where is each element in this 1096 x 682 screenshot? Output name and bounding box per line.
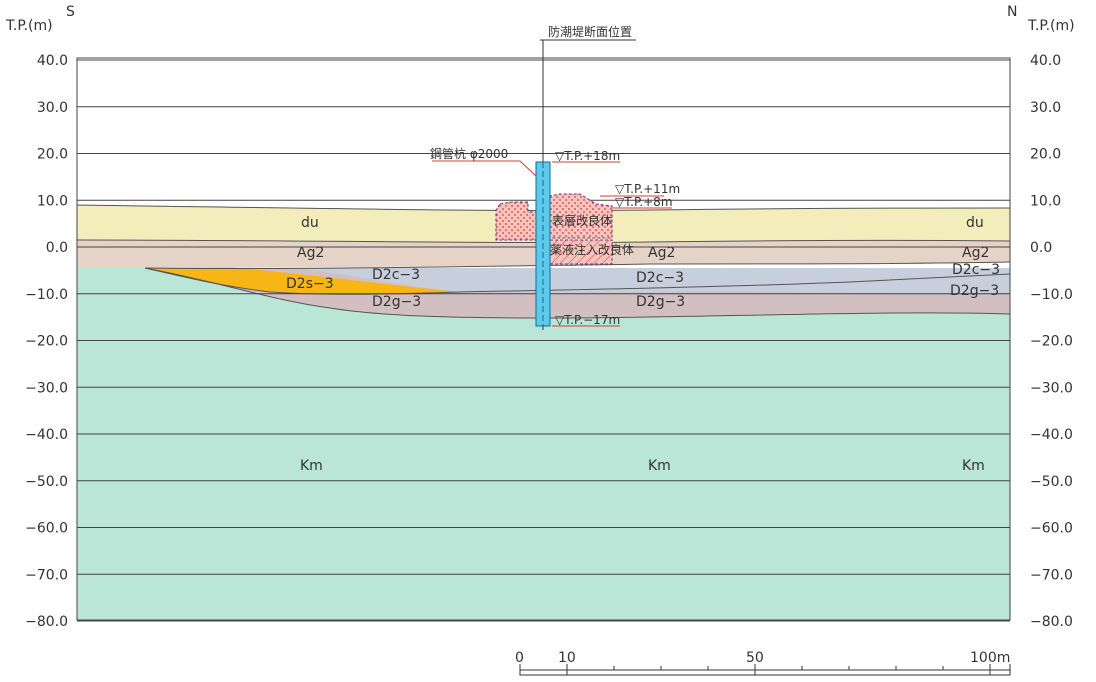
tick-label-left: −20.0 bbox=[25, 334, 68, 350]
pile-label: 鋼管杭 φ2000 bbox=[430, 146, 508, 161]
north-label: N bbox=[1007, 4, 1017, 20]
tick-label-right: −30.0 bbox=[1030, 380, 1073, 396]
km-label-left: Km bbox=[300, 458, 323, 474]
tp-18-label: ▽T.P.+18m bbox=[555, 149, 620, 163]
tick-label-right: 30.0 bbox=[1030, 100, 1061, 116]
ag2-label-left: Ag2 bbox=[297, 245, 324, 261]
axis-unit-left: T.P.(m) bbox=[5, 18, 53, 34]
tick-label-left: −40.0 bbox=[25, 427, 68, 443]
d2c3-label-left: D2c−3 bbox=[372, 267, 420, 283]
south-label: S bbox=[66, 4, 75, 20]
section-position-label: 防潮堤断面位置 bbox=[548, 24, 632, 39]
km-layer bbox=[77, 268, 1010, 620]
du-label-left: du bbox=[301, 215, 319, 231]
tick-label-left: −30.0 bbox=[25, 380, 68, 396]
tick-label-left: −10.0 bbox=[25, 287, 68, 303]
d2c3-label-center: D2c−3 bbox=[636, 270, 684, 286]
d2g3-label-left: D2g−3 bbox=[372, 294, 421, 310]
ag2-label-right: Ag2 bbox=[962, 245, 989, 261]
tick-label-right: −60.0 bbox=[1030, 521, 1073, 537]
tick-label-left: 20.0 bbox=[37, 147, 68, 163]
tick-label-right: −20.0 bbox=[1030, 334, 1073, 350]
tick-label-left: −50.0 bbox=[25, 474, 68, 490]
tick-label-left: −70.0 bbox=[25, 567, 68, 583]
tick-label-right: −80.0 bbox=[1030, 614, 1073, 630]
tp-8-label: ▽T.P.+8m bbox=[615, 195, 673, 209]
tick-label-left: 40.0 bbox=[37, 53, 68, 69]
tick-label-right: −70.0 bbox=[1030, 567, 1073, 583]
du-label-right: du bbox=[966, 215, 984, 231]
tick-label-right: −40.0 bbox=[1030, 427, 1073, 443]
ag2-label-center: Ag2 bbox=[648, 245, 675, 261]
axis-unit-right: T.P.(m) bbox=[1027, 18, 1075, 34]
d2g3-label-center: D2g−3 bbox=[636, 294, 685, 310]
tick-label-left: −80.0 bbox=[25, 614, 68, 630]
scale-label-0: 0 bbox=[515, 650, 524, 666]
tick-label-right: −50.0 bbox=[1030, 474, 1073, 490]
tp-minus17-label: ▽T.P.−17m bbox=[555, 313, 620, 327]
tick-label-right: 20.0 bbox=[1030, 147, 1061, 163]
km-label-right: Km bbox=[962, 458, 985, 474]
tp-11-label: ▽T.P.+11m bbox=[615, 182, 680, 196]
d2g3-label-right: D2g−3 bbox=[950, 283, 999, 299]
d2s3-label: D2s−3 bbox=[286, 276, 334, 292]
tick-label-left: −60.0 bbox=[25, 521, 68, 537]
surface-improvement-body bbox=[495, 193, 613, 241]
grout-improvement-label: 薬液注入改良体 bbox=[550, 242, 634, 257]
surface-improvement-label: 表層改良体 bbox=[552, 213, 612, 228]
d2s3-layer bbox=[145, 264, 460, 295]
tick-label-right: 40.0 bbox=[1030, 53, 1061, 69]
tick-label-right: −10.0 bbox=[1030, 287, 1073, 303]
scale-label-100m: 100m bbox=[970, 650, 1010, 666]
tick-label-right: 10.0 bbox=[1030, 193, 1061, 209]
d2c3-label-right: D2c−3 bbox=[952, 262, 1000, 278]
tick-label-left: 30.0 bbox=[37, 100, 68, 116]
scale-bar bbox=[519, 664, 1011, 676]
scale-label-10: 10 bbox=[558, 650, 576, 666]
km-label-center: Km bbox=[648, 458, 671, 474]
tick-label-left: 0.0 bbox=[46, 240, 68, 256]
scale-label-50: 50 bbox=[746, 650, 764, 666]
tick-label-left: 10.0 bbox=[37, 193, 68, 209]
tick-label-right: 0.0 bbox=[1030, 240, 1052, 256]
